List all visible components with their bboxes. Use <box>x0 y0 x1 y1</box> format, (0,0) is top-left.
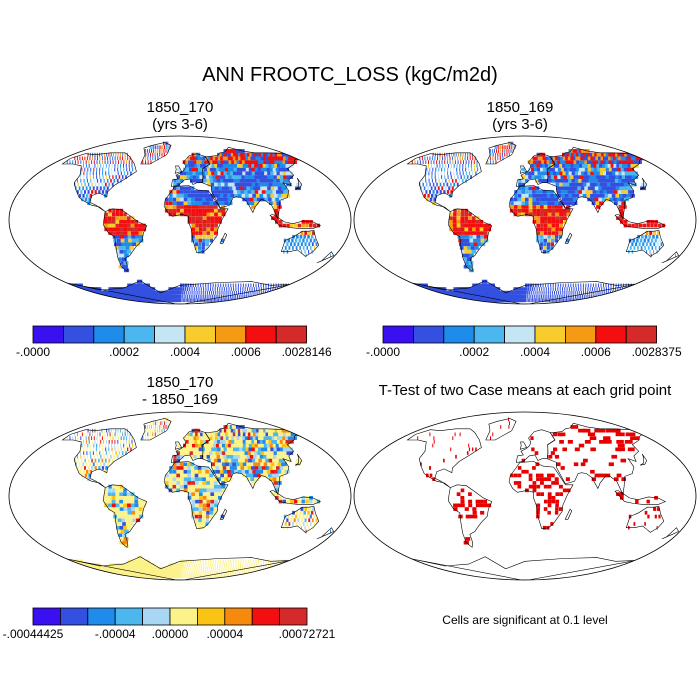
colorbar-tick-3-1: -.00004 <box>95 627 136 640</box>
colorbar-box-3-2 <box>87 607 116 626</box>
map-border-2 <box>353 135 697 305</box>
colorbar-box-3-8 <box>251 607 280 626</box>
land-cells-4 <box>417 417 661 545</box>
panel4-map <box>353 411 697 581</box>
colorbar-tick-3-0: -.00044425 <box>3 627 64 640</box>
panel2-title-line1: 1850_169 <box>486 99 554 116</box>
panel1-map <box>8 135 352 305</box>
colorbar-box-1-8 <box>275 325 308 344</box>
colorbar-tick-1-2: .0004 <box>170 345 200 358</box>
colorbar-tick-1-0: -.0000 <box>16 345 50 358</box>
colorbar-box-1-2 <box>93 325 125 344</box>
colorbar-box-1-4 <box>154 325 186 344</box>
colorbar-box-2-3 <box>473 325 505 344</box>
significance-note: Cells are significant at 0.1 level <box>442 613 608 627</box>
panel2-title: 1850_169 (yrs 3-6) <box>400 99 640 133</box>
colorbar-box-2-6 <box>564 325 597 344</box>
colorbar-box-2-0 <box>382 325 414 344</box>
ocean-3 <box>9 412 351 580</box>
panel3-title-line1: 1850_170 <box>146 374 214 391</box>
coastlines-4 <box>406 418 680 580</box>
coastlines-2 <box>406 142 680 304</box>
coastlines-1 <box>61 142 335 304</box>
colorbar-tick-2-2: .0004 <box>520 345 550 358</box>
colorbar-box-1-5 <box>184 325 216 344</box>
colorbar-box-1-1 <box>63 325 95 344</box>
map-border-1 <box>8 135 352 305</box>
land-cells-3 <box>66 417 331 579</box>
colorbar-tick-3-2: .00000 <box>152 627 189 640</box>
colorbar-box-2-7 <box>595 325 627 344</box>
colorbar-box-3-0 <box>32 607 61 626</box>
panel4-title: T-Test of two Case means at each grid po… <box>378 382 672 399</box>
panel3-title-line2: - 1850_169 <box>142 391 218 408</box>
ocean-2 <box>354 136 696 304</box>
panel3-title: 1850_170 - 1850_169 <box>60 374 300 408</box>
colorbar-tick-3-4: .00072721 <box>279 627 336 640</box>
colorbar-box-3-1 <box>60 607 89 626</box>
panel1-colorbar: -.0000 .0002 .0004 .0006 .0028146 <box>16 325 332 358</box>
colorbar-box-3-3 <box>114 607 143 626</box>
panel2-title-line2: (yrs 3-6) <box>492 116 548 133</box>
colorbar-box-3-4 <box>142 607 171 626</box>
colorbar-box-3-7 <box>224 607 253 626</box>
colorbar-tick-2-4: .0028375 <box>632 345 682 358</box>
colorbar-box-3-9 <box>279 607 308 626</box>
colorbar-box-2-5 <box>534 325 566 344</box>
colorbar-tick-2-1: .0002 <box>459 345 489 358</box>
panel3-colorbar: -.00044425 -.00004 .00000 .00004 .00072721 <box>3 607 336 640</box>
panel1-title-line2: (yrs 3-6) <box>152 116 208 133</box>
panel2-colorbar: -.0000 .0002 .0004 .0006 .0028375 <box>366 325 682 358</box>
colorbar-tick-2-0: -.0000 <box>366 345 400 358</box>
colorbar-box-1-7 <box>245 325 277 344</box>
colorbar-box-1-6 <box>214 325 247 344</box>
figure-title: ANN FROOTC_LOSS (kgC/m2d) <box>202 64 498 86</box>
coastlines-3 <box>61 418 335 580</box>
panel2-map <box>353 135 697 305</box>
colorbar-box-2-2 <box>443 325 475 344</box>
ocean-4 <box>354 412 696 580</box>
colorbar-tick-1-4: .0028146 <box>282 345 332 358</box>
colorbar-box-2-1 <box>413 325 445 344</box>
colorbar-box-3-6 <box>196 607 226 626</box>
map-border-3 <box>8 411 352 581</box>
colorbar-box-2-4 <box>504 325 536 344</box>
panel3-map <box>8 411 352 581</box>
colorbar-tick-1-1: .0002 <box>109 345 139 358</box>
panel1-title: 1850_170 (yrs 3-6) <box>60 99 300 133</box>
panel1-title-line1: 1850_170 <box>146 99 214 116</box>
colorbar-box-3-5 <box>169 607 198 626</box>
colorbar-tick-1-3: .0006 <box>231 345 261 358</box>
colorbar-tick-3-3: .00004 <box>206 627 243 640</box>
map-border-4 <box>353 411 697 581</box>
colorbar-tick-2-3: .0006 <box>581 345 611 358</box>
ocean-1 <box>9 136 351 304</box>
colorbar-box-1-0 <box>32 325 64 344</box>
colorbar-box-1-3 <box>123 325 155 344</box>
colorbar-box-2-8 <box>625 325 658 344</box>
